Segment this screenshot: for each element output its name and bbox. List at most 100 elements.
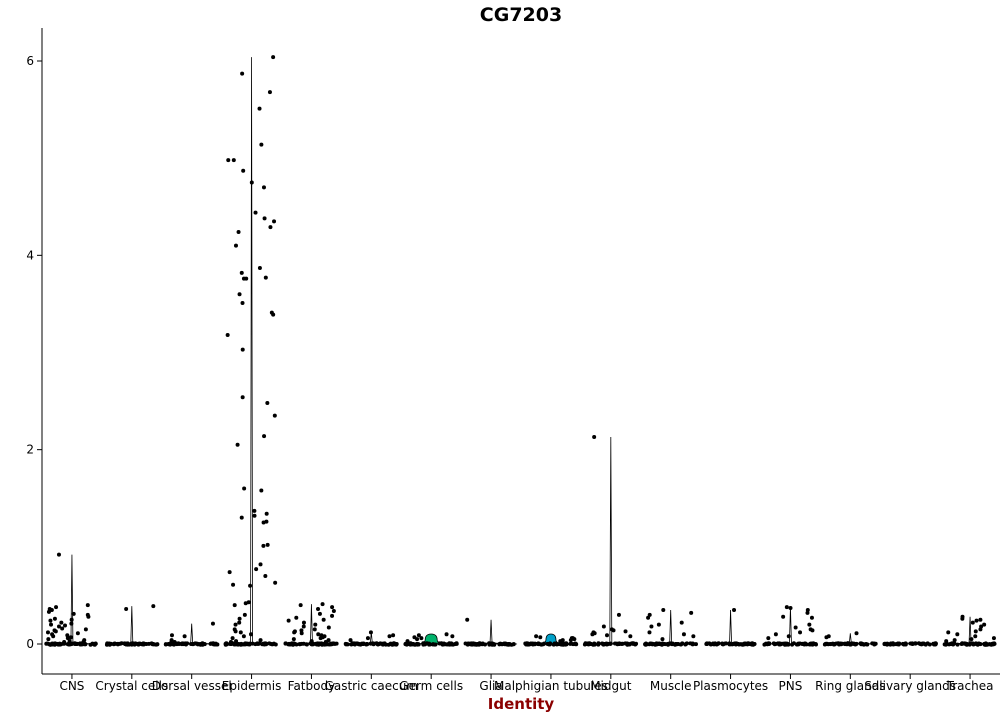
violin-shape <box>584 437 637 645</box>
data-point <box>49 622 54 627</box>
data-point <box>955 642 960 647</box>
data-point <box>901 642 906 647</box>
data-point <box>592 435 597 440</box>
data-point <box>231 582 236 587</box>
data-point <box>200 641 205 646</box>
data-point <box>391 633 396 638</box>
data-point <box>573 641 578 646</box>
data-point <box>545 641 550 646</box>
data-point <box>331 608 336 613</box>
data-point <box>226 158 231 163</box>
x-tick-label: CNS <box>59 679 84 693</box>
data-point <box>233 629 238 634</box>
data-point <box>263 275 268 280</box>
data-point <box>321 617 326 622</box>
data-point <box>732 607 737 612</box>
y-tick-label: 4 <box>26 248 34 262</box>
violin-group <box>643 607 698 647</box>
data-point <box>628 634 633 639</box>
data-point <box>836 641 841 646</box>
x-tick-label: Germ cells <box>399 679 463 693</box>
data-point <box>299 628 304 633</box>
data-point <box>90 641 95 646</box>
chart-title: CG7203 <box>480 4 562 26</box>
data-point <box>313 622 318 627</box>
data-point <box>257 106 262 111</box>
data-point <box>272 219 277 224</box>
data-point <box>854 631 859 636</box>
data-point <box>246 600 251 605</box>
data-point <box>538 635 543 640</box>
data-point <box>50 642 55 647</box>
data-point <box>502 641 507 646</box>
data-point <box>480 642 485 647</box>
data-point <box>771 641 776 646</box>
data-point <box>650 642 655 647</box>
data-point <box>441 641 446 646</box>
data-point <box>693 642 698 647</box>
violin-shape <box>105 606 158 645</box>
data-point <box>788 606 793 611</box>
data-point <box>182 634 187 639</box>
data-point <box>689 610 694 615</box>
data-point <box>237 620 242 625</box>
data-point <box>228 640 233 645</box>
data-point <box>647 612 652 617</box>
y-tick-label: 2 <box>26 443 34 457</box>
data-point <box>969 637 974 642</box>
x-tick-label: Muscle <box>650 679 692 693</box>
y-tick-label: 0 <box>26 637 34 651</box>
violin-shape <box>704 609 757 645</box>
data-point <box>348 638 353 643</box>
data-point <box>85 603 90 608</box>
data-point <box>225 642 230 647</box>
data-point <box>978 627 983 632</box>
data-point <box>316 607 321 612</box>
data-point <box>673 641 678 646</box>
data-point <box>416 633 421 638</box>
data-point <box>365 636 370 641</box>
data-point <box>374 641 379 646</box>
data-point <box>129 641 134 646</box>
data-point <box>552 641 557 646</box>
data-point <box>238 630 243 635</box>
data-point <box>933 642 938 647</box>
data-point <box>286 618 291 623</box>
data-point <box>53 629 58 634</box>
data-point <box>330 605 335 610</box>
plot-area <box>44 55 997 647</box>
data-point <box>865 642 870 647</box>
data-point <box>542 641 547 646</box>
data-point <box>707 641 712 646</box>
data-point <box>239 270 244 275</box>
x-tick-label: Crystal cells <box>95 679 168 693</box>
data-point <box>678 642 683 647</box>
data-point <box>781 614 786 619</box>
data-point <box>405 639 410 644</box>
data-point <box>793 625 798 630</box>
data-point <box>445 642 450 647</box>
data-point <box>649 624 654 629</box>
violin-group <box>704 607 757 647</box>
data-point <box>268 225 273 230</box>
data-point <box>608 641 613 646</box>
data-point <box>497 641 502 646</box>
data-point <box>387 634 392 639</box>
data-point <box>249 632 254 637</box>
data-point <box>253 210 258 215</box>
data-point <box>796 641 801 646</box>
data-point <box>191 642 196 647</box>
data-point <box>172 640 177 645</box>
data-point <box>299 631 304 636</box>
data-point <box>71 611 76 616</box>
data-point <box>660 641 665 646</box>
data-point <box>45 630 50 635</box>
data-point <box>885 641 890 646</box>
data-point <box>262 216 267 221</box>
data-point <box>913 641 918 646</box>
data-point <box>46 609 51 614</box>
data-point <box>360 642 365 647</box>
data-point <box>684 641 689 646</box>
data-point <box>422 641 427 646</box>
